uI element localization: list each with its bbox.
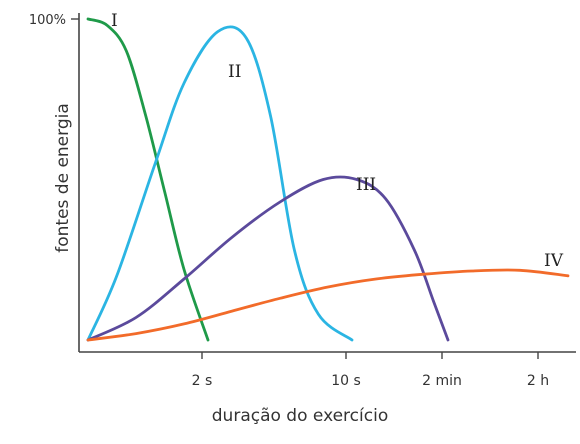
y-ticks: 100%: [29, 13, 79, 28]
x-tick-label: 2 min: [422, 373, 462, 389]
series-label-ii: II: [228, 62, 241, 82]
series-curves: [86, 17, 570, 342]
series-line-iii: [86, 175, 450, 342]
axes: [78, 13, 576, 353]
y-axis-title: fontes de energia: [53, 103, 73, 253]
x-tick-label: 2 s: [192, 373, 213, 389]
x-tick-label: 2 h: [527, 373, 549, 389]
series-label-i: I: [111, 11, 118, 31]
x-axis-title: duração do exercício: [212, 406, 388, 426]
series-line-i: [86, 17, 210, 342]
y-tick-label: 100%: [29, 13, 66, 28]
x-tick-label: 10 s: [331, 373, 361, 389]
series-line-ii: [86, 25, 354, 342]
series-label-iv: IV: [544, 251, 564, 271]
series-line-iv: [86, 268, 570, 342]
series-label-iii: III: [356, 175, 376, 195]
x-ticks: 2 s 10 s 2 min 2 h: [192, 352, 549, 389]
